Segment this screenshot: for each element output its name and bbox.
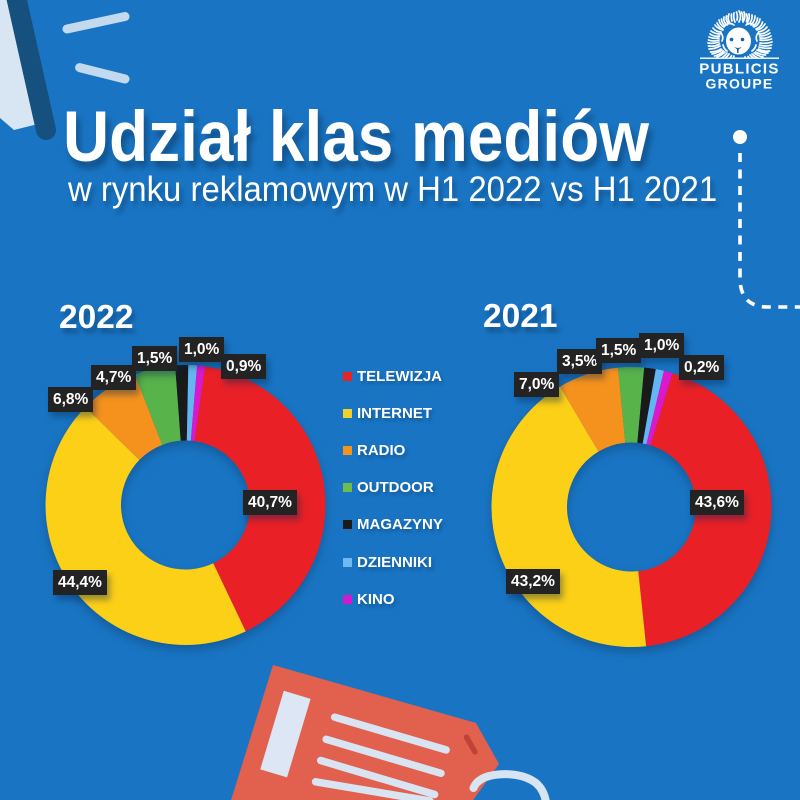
svg-text:PUBLICIS: PUBLICIS <box>699 60 779 77</box>
svg-text:GROUPE: GROUPE <box>706 76 774 92</box>
